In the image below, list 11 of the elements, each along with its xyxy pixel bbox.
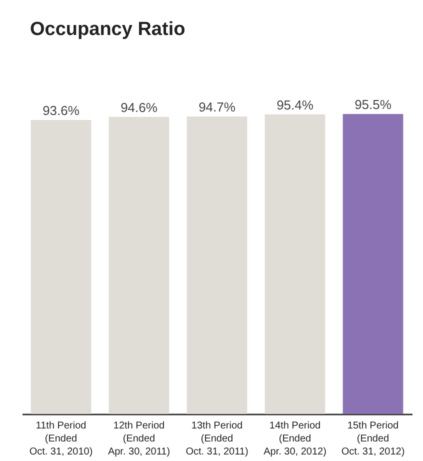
x-tick-label: 11th Period (Ended Oct. 31, 2010) [29, 420, 93, 458]
data-label: 95.4% [276, 97, 314, 112]
x-tick-label: 12th Period (Ended Apr. 30, 2011) [108, 420, 170, 458]
data-label: 95.5% [354, 97, 392, 112]
data-label: 94.6% [120, 100, 158, 115]
x-tick-label: 13th Period (Ended Oct. 31, 2011) [186, 420, 248, 458]
chart-title: Occupancy Ratio [30, 19, 186, 40]
x-tick-label: 14th Period (Ended Apr. 30, 2012) [264, 420, 326, 458]
x-tick-label: 15th Period (Ended Oct. 31, 2012) [341, 420, 405, 458]
data-label: 93.6% [42, 102, 80, 118]
data-label: 94.7% [198, 100, 236, 115]
